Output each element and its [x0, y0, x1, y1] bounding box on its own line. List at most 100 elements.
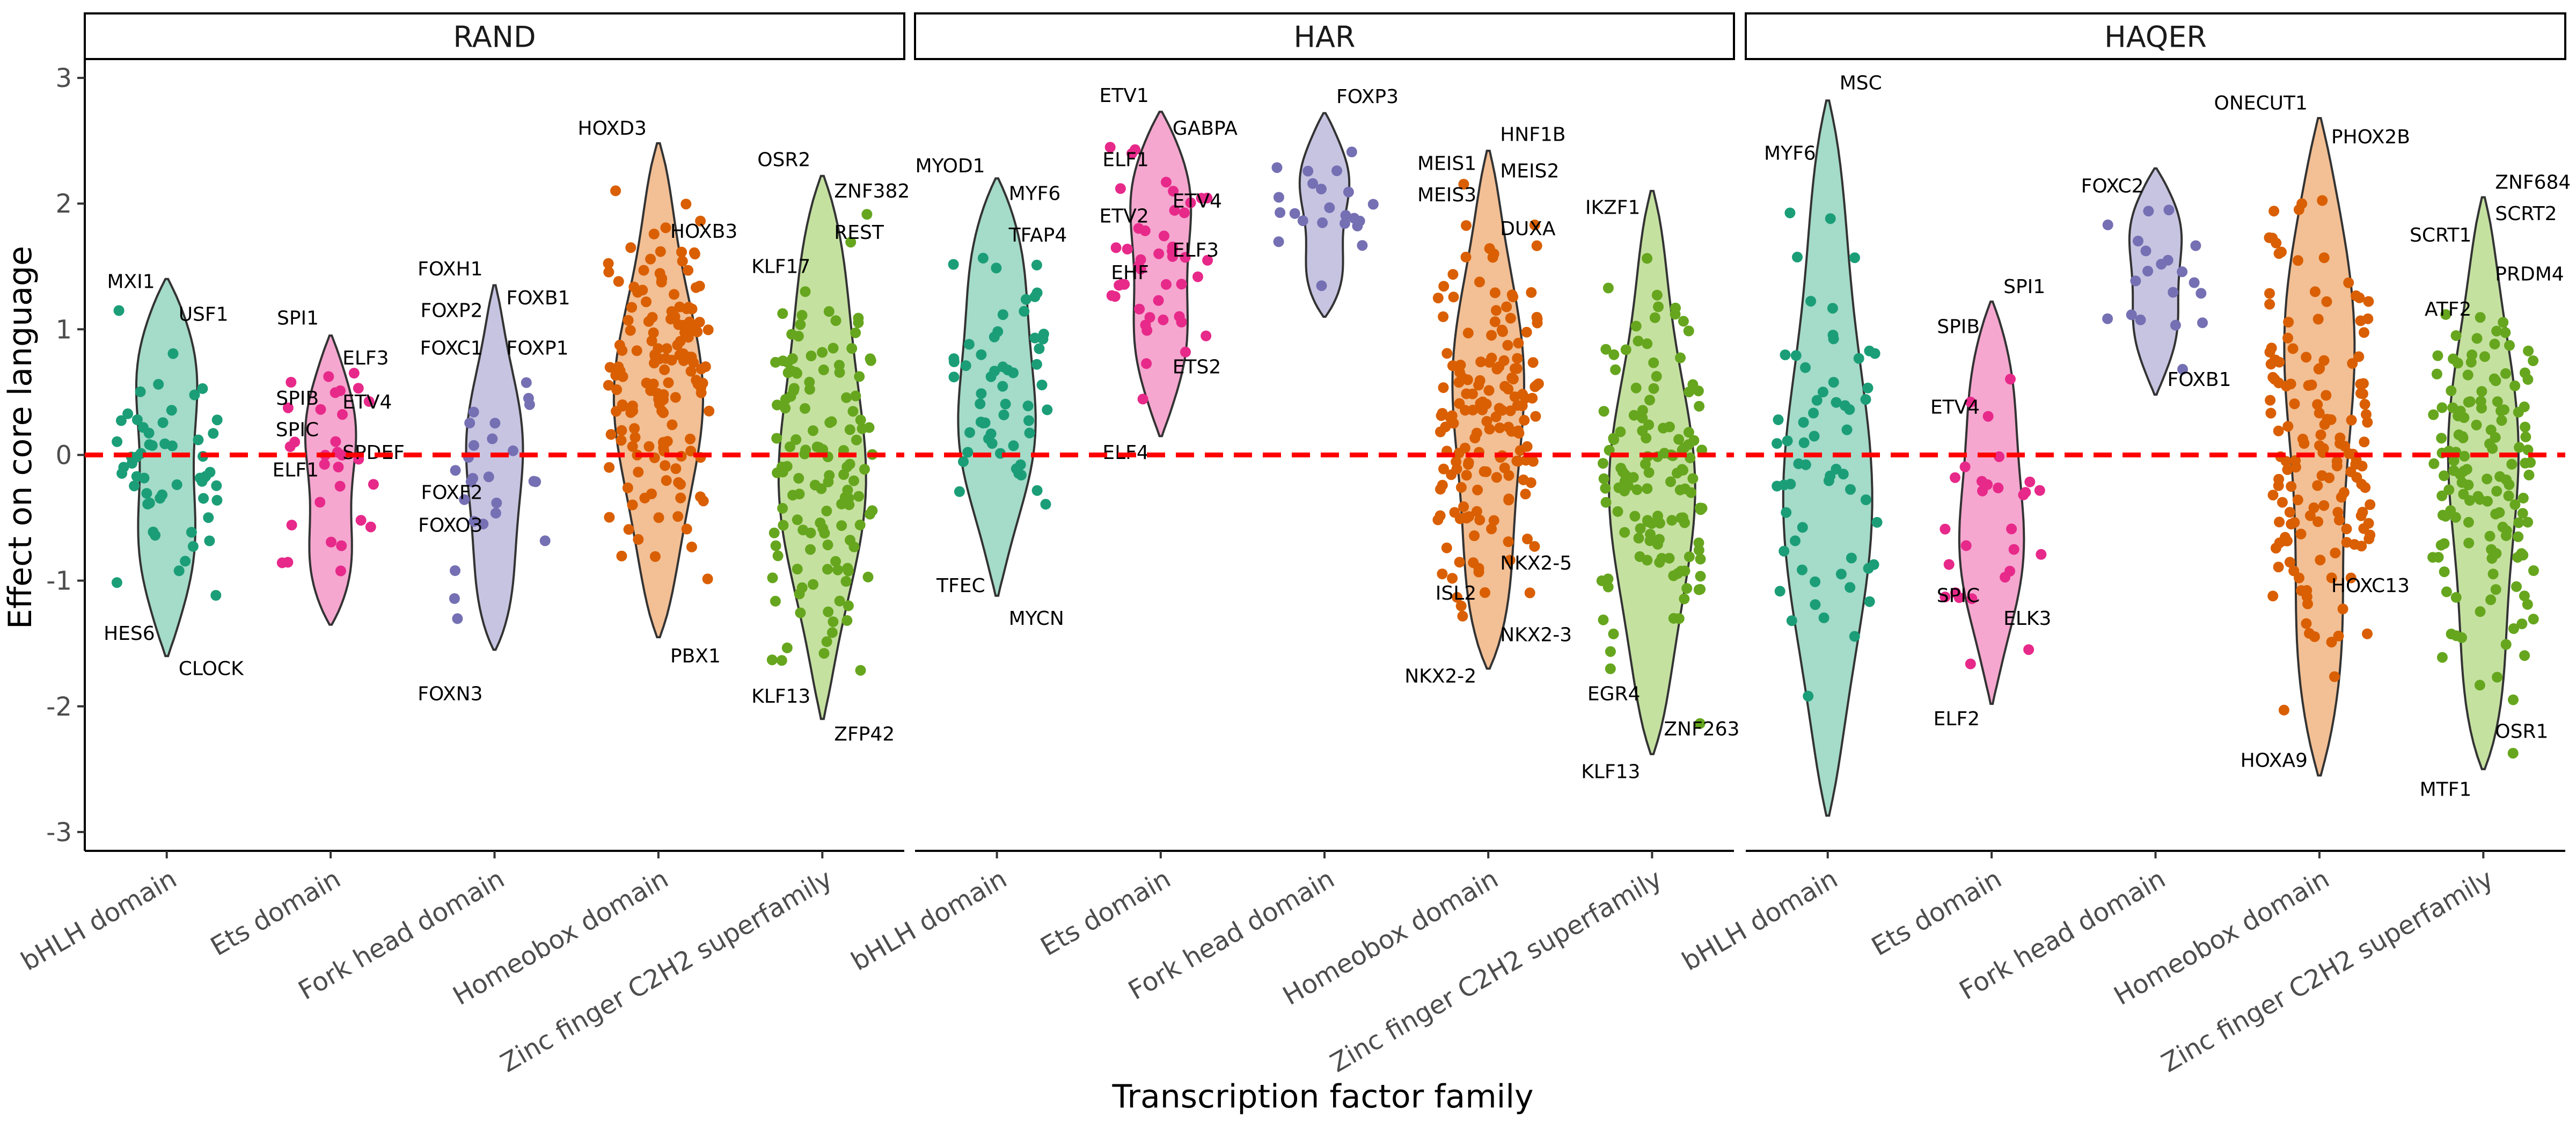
data-point	[2268, 206, 2280, 217]
data-point	[2274, 516, 2285, 528]
data-point	[2130, 275, 2141, 287]
violin-rand-3: HOXD3 HOXB3 PBX1	[578, 118, 738, 667]
data-point	[1845, 484, 1856, 495]
data-point	[1176, 279, 1187, 290]
data-point	[1457, 610, 1468, 622]
data-point	[817, 347, 828, 358]
data-point	[459, 494, 470, 505]
data-point	[1316, 280, 1327, 291]
data-point	[1463, 459, 1474, 470]
data-point	[2135, 314, 2146, 325]
violin-haqer-1: SPI1 SPIB ETV4 SPIC ELK3 ELF2	[1930, 276, 2052, 730]
data-point	[771, 433, 782, 444]
x-tick-label: Ets domain	[1036, 864, 1176, 962]
data-point	[1494, 422, 1505, 433]
data-point	[189, 389, 200, 400]
data-point	[2475, 312, 2486, 323]
data-point	[2273, 473, 2285, 485]
data-point	[785, 441, 795, 453]
gene-label: ETV4	[1930, 397, 1980, 419]
data-point	[1835, 568, 1847, 580]
data-point	[282, 402, 294, 413]
data-point	[1598, 473, 1609, 484]
data-point	[1695, 571, 1706, 582]
data-point	[131, 414, 143, 425]
data-point	[2313, 363, 2324, 375]
data-point	[841, 461, 853, 472]
data-point	[1447, 360, 1458, 371]
data-point	[1023, 415, 1034, 426]
data-point	[449, 593, 460, 604]
x-axis-label: Transcription factor family	[1111, 1078, 1533, 1116]
data-point	[832, 564, 844, 575]
gene-label: HOXA9	[2241, 749, 2308, 771]
data-point	[2331, 461, 2343, 471]
data-point	[850, 390, 861, 402]
data-point	[1654, 557, 1665, 568]
data-point	[836, 520, 847, 531]
data-point	[2283, 317, 2294, 328]
data-point	[1825, 213, 1836, 224]
data-point	[2277, 497, 2288, 508]
data-point	[333, 462, 344, 472]
data-point	[850, 327, 861, 338]
data-point	[1432, 293, 1444, 304]
data-point	[692, 378, 704, 390]
data-point	[1440, 421, 1451, 433]
data-point	[2156, 259, 2167, 270]
data-point	[1808, 407, 1819, 419]
data-point	[1633, 336, 1644, 347]
data-point	[1773, 414, 1784, 425]
data-point	[2362, 628, 2373, 639]
data-point	[2306, 380, 2317, 390]
data-point	[661, 343, 672, 354]
data-point	[1491, 472, 1502, 483]
data-point	[208, 428, 219, 439]
violin-shape	[1298, 112, 1351, 318]
data-point	[2280, 456, 2292, 467]
data-point	[1642, 253, 1653, 264]
data-point	[1598, 458, 1608, 469]
data-point	[2289, 398, 2300, 410]
data-point	[2456, 477, 2468, 488]
data-point	[1693, 584, 1704, 595]
data-point	[2318, 252, 2330, 264]
data-point	[853, 312, 864, 324]
data-point	[1664, 552, 1675, 564]
data-point	[2282, 421, 2294, 432]
data-point	[1020, 294, 1031, 305]
data-point	[2143, 206, 2154, 217]
data-point	[800, 286, 811, 297]
data-point	[1461, 513, 1472, 524]
violin-rand-0: MXI1 USF1 HES6 CLOCK	[104, 271, 244, 680]
data-point	[1438, 463, 1449, 475]
data-point	[1340, 210, 1351, 221]
data-point	[2020, 487, 2031, 498]
data-point	[2491, 325, 2502, 337]
data-point	[660, 353, 671, 364]
data-point	[1520, 489, 1531, 500]
data-point	[2474, 680, 2485, 691]
data-point	[1666, 515, 1678, 526]
gene-label: EHF	[1111, 262, 1149, 284]
data-point	[1532, 314, 1543, 324]
gene-label: FOXB1	[507, 287, 570, 309]
data-point	[958, 456, 969, 467]
data-point	[2329, 671, 2340, 682]
data-point	[1800, 459, 1811, 470]
data-point	[1297, 215, 1308, 227]
data-point	[2355, 315, 2366, 326]
data-point	[630, 432, 641, 443]
gene-label: KLF17	[751, 256, 810, 278]
data-point	[625, 407, 636, 418]
data-point	[1447, 269, 1459, 280]
data-point	[1499, 462, 1510, 473]
data-point	[1491, 305, 1502, 316]
data-point	[1798, 437, 1810, 448]
data-point	[698, 495, 709, 507]
data-point	[628, 281, 640, 293]
data-point	[2500, 327, 2511, 338]
data-point	[1602, 282, 1614, 294]
data-point	[1619, 485, 1630, 497]
data-point	[997, 361, 1008, 373]
